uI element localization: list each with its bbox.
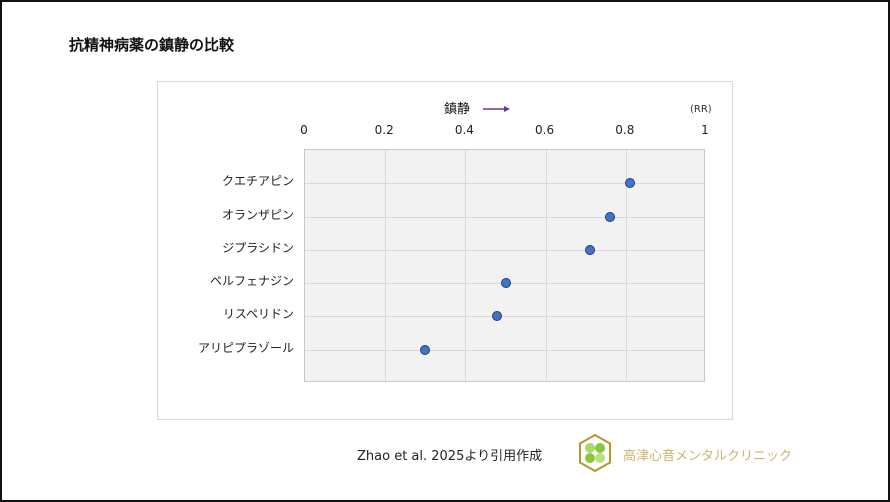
slide-title: 抗精神病薬の鎮静の比較 <box>69 36 235 54</box>
x-tick-label: 0.6 <box>535 123 555 137</box>
data-point <box>624 178 635 189</box>
unit-label: (RR) <box>690 104 712 115</box>
category-label: リスペリドン <box>222 307 294 322</box>
vertical-gridline <box>385 150 387 381</box>
horizontal-gridline <box>305 216 704 218</box>
category-label: クエチアピン <box>221 174 294 189</box>
x-tick-label: 0.8 <box>615 123 635 137</box>
vertical-gridline <box>625 150 627 381</box>
x-tick-label: 0.2 <box>374 123 394 137</box>
x-axis-title: 鎮静 <box>444 102 471 117</box>
clinic-name: 高津心音メンタルクリニック <box>623 449 793 464</box>
category-label: ジプラシドン <box>222 240 294 255</box>
horizontal-gridline <box>305 316 704 318</box>
horizontal-gridline <box>305 249 704 251</box>
category-label: オランザピン <box>221 207 294 222</box>
category-label: アリピプラゾール <box>197 340 294 355</box>
data-point <box>420 344 431 355</box>
x-tick-label: 0.4 <box>454 123 474 137</box>
clinic-logo-icon <box>579 433 611 473</box>
x-tick-label: 1 <box>701 123 709 137</box>
vertical-gridline <box>465 150 467 381</box>
horizontal-gridline <box>305 183 704 185</box>
plot-area <box>304 149 705 382</box>
category-label: ペルフェナジン <box>209 273 294 288</box>
vertical-gridline <box>545 150 547 381</box>
x-tick-label: 0 <box>300 123 308 137</box>
data-point <box>584 244 595 255</box>
horizontal-gridline <box>305 349 704 351</box>
right-arrow-icon <box>483 106 510 112</box>
source-citation: Zhao et al. 2025より引用作成 <box>357 449 543 464</box>
data-point <box>500 278 511 289</box>
data-point <box>604 211 615 222</box>
data-point <box>492 311 503 322</box>
